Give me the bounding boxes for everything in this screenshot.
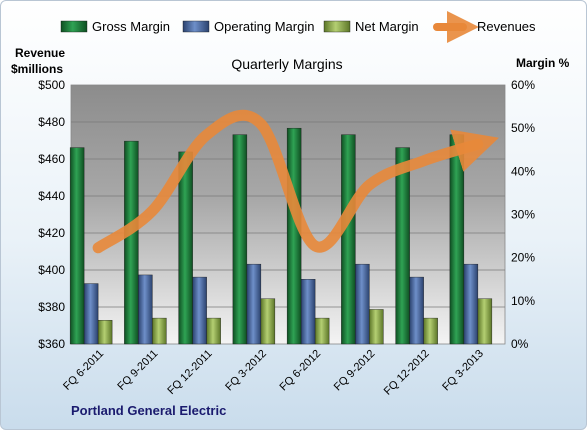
left-tick-label: $440 [38,189,65,203]
revenue-line [92,109,499,254]
bar-gross-margin [232,134,248,345]
legend-label: Operating Margin [214,19,314,34]
left-tick-label: $400 [38,263,65,277]
left-tick-label: $380 [38,300,65,314]
category-label: FQ 12-2012 [382,348,432,398]
right-tick-label: 60% [511,78,535,92]
left-tick-label: $480 [38,115,65,129]
bar-operating-margin [192,276,207,345]
legend: Gross Margin Operating Margin Net Margin Re… [60,11,536,43]
legend-swatch-operating-margin [182,20,210,33]
bar-operating-margin [138,274,153,345]
bars [69,127,493,345]
category-label: FQ 12-2011 [165,348,214,397]
bar-net-margin [423,317,438,345]
company-label: Portland General Electric [71,403,226,418]
left-tick-label: $360 [38,337,65,351]
right-tick-label: 40% [511,164,535,178]
bar-operating-margin [83,283,99,345]
bar-net-margin [314,317,330,345]
category-label: FQ 3-2013 [440,348,486,394]
bar-net-margin [206,317,221,345]
bar-gross-margin [395,147,410,345]
bar-gross-margin [286,127,302,345]
legend-swatch-net-margin [323,20,351,33]
bar-operating-margin [409,276,424,345]
left-tick-label: $420 [38,226,65,240]
left-axis-ticks: $360 $380 $400 $420 $440 $460 $480 $500 [38,78,65,351]
category-label: FQ 6-2012 [278,348,324,394]
bar-gross-margin [341,134,356,345]
category-label: FQ 3-2012 [223,348,269,394]
category-axis-labels: FQ 6-2011 FQ 9-2011 FQ 12-2011 FQ 3-2012 FQ … [61,348,486,398]
left-tick-label: $500 [38,78,65,92]
right-tick-label: 30% [511,208,535,222]
bar-operating-margin [246,263,262,345]
left-axis-label-line1: Revenue [15,46,65,60]
right-axis-ticks: 0% 10% 20% 30% 40% 50% 60% [511,78,535,351]
bar-gross-margin [449,134,465,345]
legend-label: Revenues [477,19,536,34]
bar-net-margin [97,320,113,345]
left-tick-label: $460 [38,152,65,166]
bar-operating-margin [355,263,370,345]
legend-label: Gross Margin [92,19,170,34]
category-label: FQ 9-2012 [332,348,378,394]
bar-net-margin [477,298,493,345]
legend-swatch-gross-margin [60,20,88,33]
left-axis-label-line2: $millions [11,62,63,76]
category-label: FQ 9-2011 [115,348,160,393]
right-tick-label: 20% [511,251,535,265]
bar-net-margin [369,309,384,345]
bar-gross-margin [69,147,85,345]
category-label: FQ 6-2011 [61,348,106,393]
right-tick-label: 50% [511,121,535,135]
bar-operating-margin [300,279,316,345]
bar-operating-margin [463,263,479,345]
right-axis-label: Margin % [516,56,570,70]
bar-gross-margin [124,140,139,345]
bar-net-margin [152,317,167,345]
bar-net-margin [260,298,276,345]
right-tick-label: 0% [511,337,529,351]
chart-title: Quarterly Margins [231,56,342,72]
revenue-series-line [92,109,499,254]
bar-gross-margin [178,151,193,345]
right-tick-label: 10% [511,294,535,308]
legend-label: Net Margin [355,19,419,34]
